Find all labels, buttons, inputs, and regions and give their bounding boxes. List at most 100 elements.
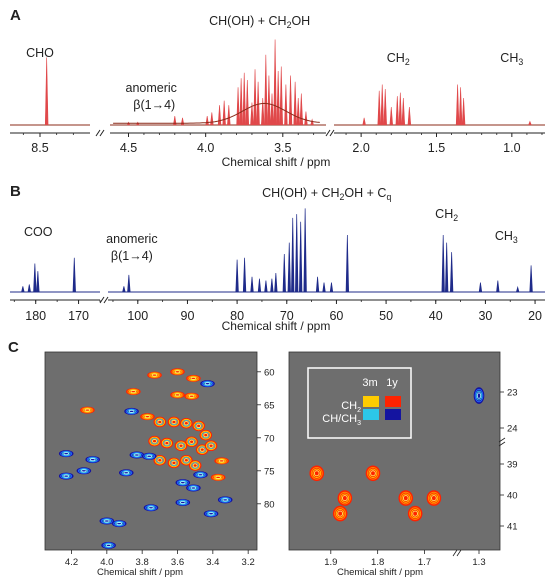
legend-swatch — [385, 409, 401, 420]
panel-b-x-axis: 180 170 100 90 80 70 60 50 40 30 20 — [10, 296, 545, 323]
spectrum-a-peak — [222, 100, 226, 126]
spectrum-a-peak — [180, 117, 185, 126]
axis-b-tick-label: 90 — [181, 309, 195, 323]
hsqc-contour-peak — [185, 436, 198, 448]
legend-row-chch3-label: CH/CH3 — [322, 413, 361, 427]
hsqc-left-x-tick-label: 4.0 — [100, 557, 113, 568]
hsqc-contour-ring — [198, 446, 207, 453]
hsqc-contour-ring — [179, 481, 186, 485]
hsqc-contour-ring — [118, 469, 134, 477]
spectrum-a-peak — [270, 93, 274, 126]
hsqc-right-x-tick-label: 1.9 — [324, 557, 337, 568]
spectrum-a-peak — [205, 115, 209, 126]
hsqc-contour-ring — [367, 466, 379, 480]
hsqc-right-x-break — [456, 549, 462, 557]
panel-a-annotations: CHO anomeric β(1→4) CH(OH) + CH2OH CH2 CH3 — [26, 14, 523, 112]
hsqc-contour-ring — [205, 510, 217, 517]
hsqc-contour-ring — [79, 468, 89, 474]
hsqc-contour-ring — [60, 473, 73, 480]
hsqc-right-y-tick-label: 41 — [507, 522, 518, 533]
hsqc-contour-peak — [167, 416, 181, 428]
spectrum-b-peak — [257, 278, 262, 293]
hsqc-contour-peak — [170, 368, 185, 376]
hsqc-contour-ring — [178, 443, 184, 448]
hsqc-left-x-tick-label: 3.4 — [206, 557, 219, 568]
hsqc-contour-ring — [160, 437, 174, 449]
hsqc-contour-ring — [173, 369, 182, 375]
hsqc-left-y-tick-label: 80 — [264, 499, 275, 510]
hsqc-contour-ring — [313, 470, 320, 477]
spectrum-a-peak — [383, 88, 387, 126]
hsqc-contour-ring — [332, 505, 348, 522]
hsqc-contour-ring — [309, 465, 325, 482]
hsqc-left-background — [44, 351, 258, 551]
hsqc-contour-ring — [144, 454, 154, 459]
hsqc-contour-ring — [337, 510, 344, 517]
hsqc-contour-peak — [309, 465, 325, 482]
hsqc-contour-peak — [365, 465, 381, 482]
hsqc-contour-ring — [143, 453, 156, 460]
hsqc-contour-ring — [179, 500, 186, 505]
hsqc-contour-ring — [217, 458, 227, 464]
hsqc-contour-ring — [427, 491, 440, 505]
hsqc-contour-ring — [153, 416, 167, 428]
axis-b-tick-label: 60 — [329, 309, 343, 323]
spectrum-a-peak — [239, 78, 243, 126]
spectrum-a-peak — [407, 106, 412, 126]
hsqc-right-plot: 1.9 1.8 1.7 1.3 23 24 39 40 41 Chemical shift / … — [288, 351, 518, 578]
hsqc-left-y-tick-label: 70 — [264, 433, 275, 444]
hsqc-contour-ring — [399, 491, 412, 505]
hsqc-contour-ring — [180, 454, 193, 466]
hsqc-contour-ring — [337, 490, 353, 506]
axis-a-tick-label: 4.5 — [120, 141, 137, 155]
hsqc-contour-peak — [175, 479, 191, 487]
hsqc-contour-ring — [200, 430, 211, 440]
hsqc-contour-ring — [181, 455, 192, 465]
axis-b-tick-label: 20 — [528, 309, 542, 323]
hsqc-contour-peak — [124, 407, 139, 415]
hsqc-contour-peak — [170, 391, 185, 399]
hsqc-contour-ring — [85, 456, 100, 464]
hsqc-right-x-tick-label: 1.8 — [371, 557, 384, 568]
spectrum-b-peak — [235, 259, 239, 293]
hsqc-contour-ring — [412, 510, 418, 517]
hsqc-contour-ring — [212, 474, 225, 481]
annotation-label: anomeric — [126, 81, 177, 95]
hsqc-contour-ring — [185, 436, 198, 448]
hsqc-contour-ring — [81, 469, 87, 473]
spectrum-b-peak — [250, 276, 254, 293]
hsqc-contour-ring — [475, 390, 483, 401]
spectrum-b-peak — [315, 276, 320, 293]
hsqc-right-x-axis-label: Chemical shift / ppm — [337, 567, 423, 578]
hsqc-contour-peak — [80, 406, 95, 414]
spectrum-b-peak — [291, 217, 295, 293]
spectrum-a-peak — [276, 70, 280, 126]
annotation-label: CH2 — [435, 207, 458, 223]
spectrum-a-peak — [304, 111, 308, 126]
spectrum-a-envelope — [113, 102, 320, 124]
hsqc-contour-ring — [84, 408, 91, 412]
hsqc-left-plot: 4.2 4.0 3.8 3.6 3.4 3.2 60 65 70 75 80 Chemical sh… — [44, 351, 275, 578]
hsqc-contour-peak — [186, 484, 201, 492]
spectrum-b-peak — [264, 280, 268, 293]
hsqc-contour-ring — [187, 393, 197, 399]
hsqc-contour-peak — [203, 510, 219, 518]
hsqc-contour-ring — [175, 479, 191, 487]
hsqc-contour-ring — [184, 392, 199, 400]
hsqc-contour-peak — [118, 469, 134, 477]
hsqc-contour-ring — [210, 473, 226, 481]
spectrum-b-peak — [282, 253, 286, 293]
hsqc-contour-peak — [184, 392, 199, 400]
hsqc-contour-ring — [187, 438, 196, 446]
hsqc-contour-ring — [204, 382, 211, 386]
hsqc-contour-ring — [402, 495, 409, 502]
legend-swatch — [363, 396, 379, 407]
hsqc-contour-ring — [189, 485, 198, 491]
hsqc-contour-ring — [146, 454, 153, 458]
legend-box — [307, 367, 412, 439]
spectrum-b-peak — [496, 280, 500, 293]
hsqc-left-y-tick-label: 60 — [264, 367, 275, 378]
hsqc-contour-ring — [154, 455, 165, 465]
hsqc-contour-ring — [170, 459, 178, 467]
hsqc-contour-peak — [186, 374, 201, 382]
